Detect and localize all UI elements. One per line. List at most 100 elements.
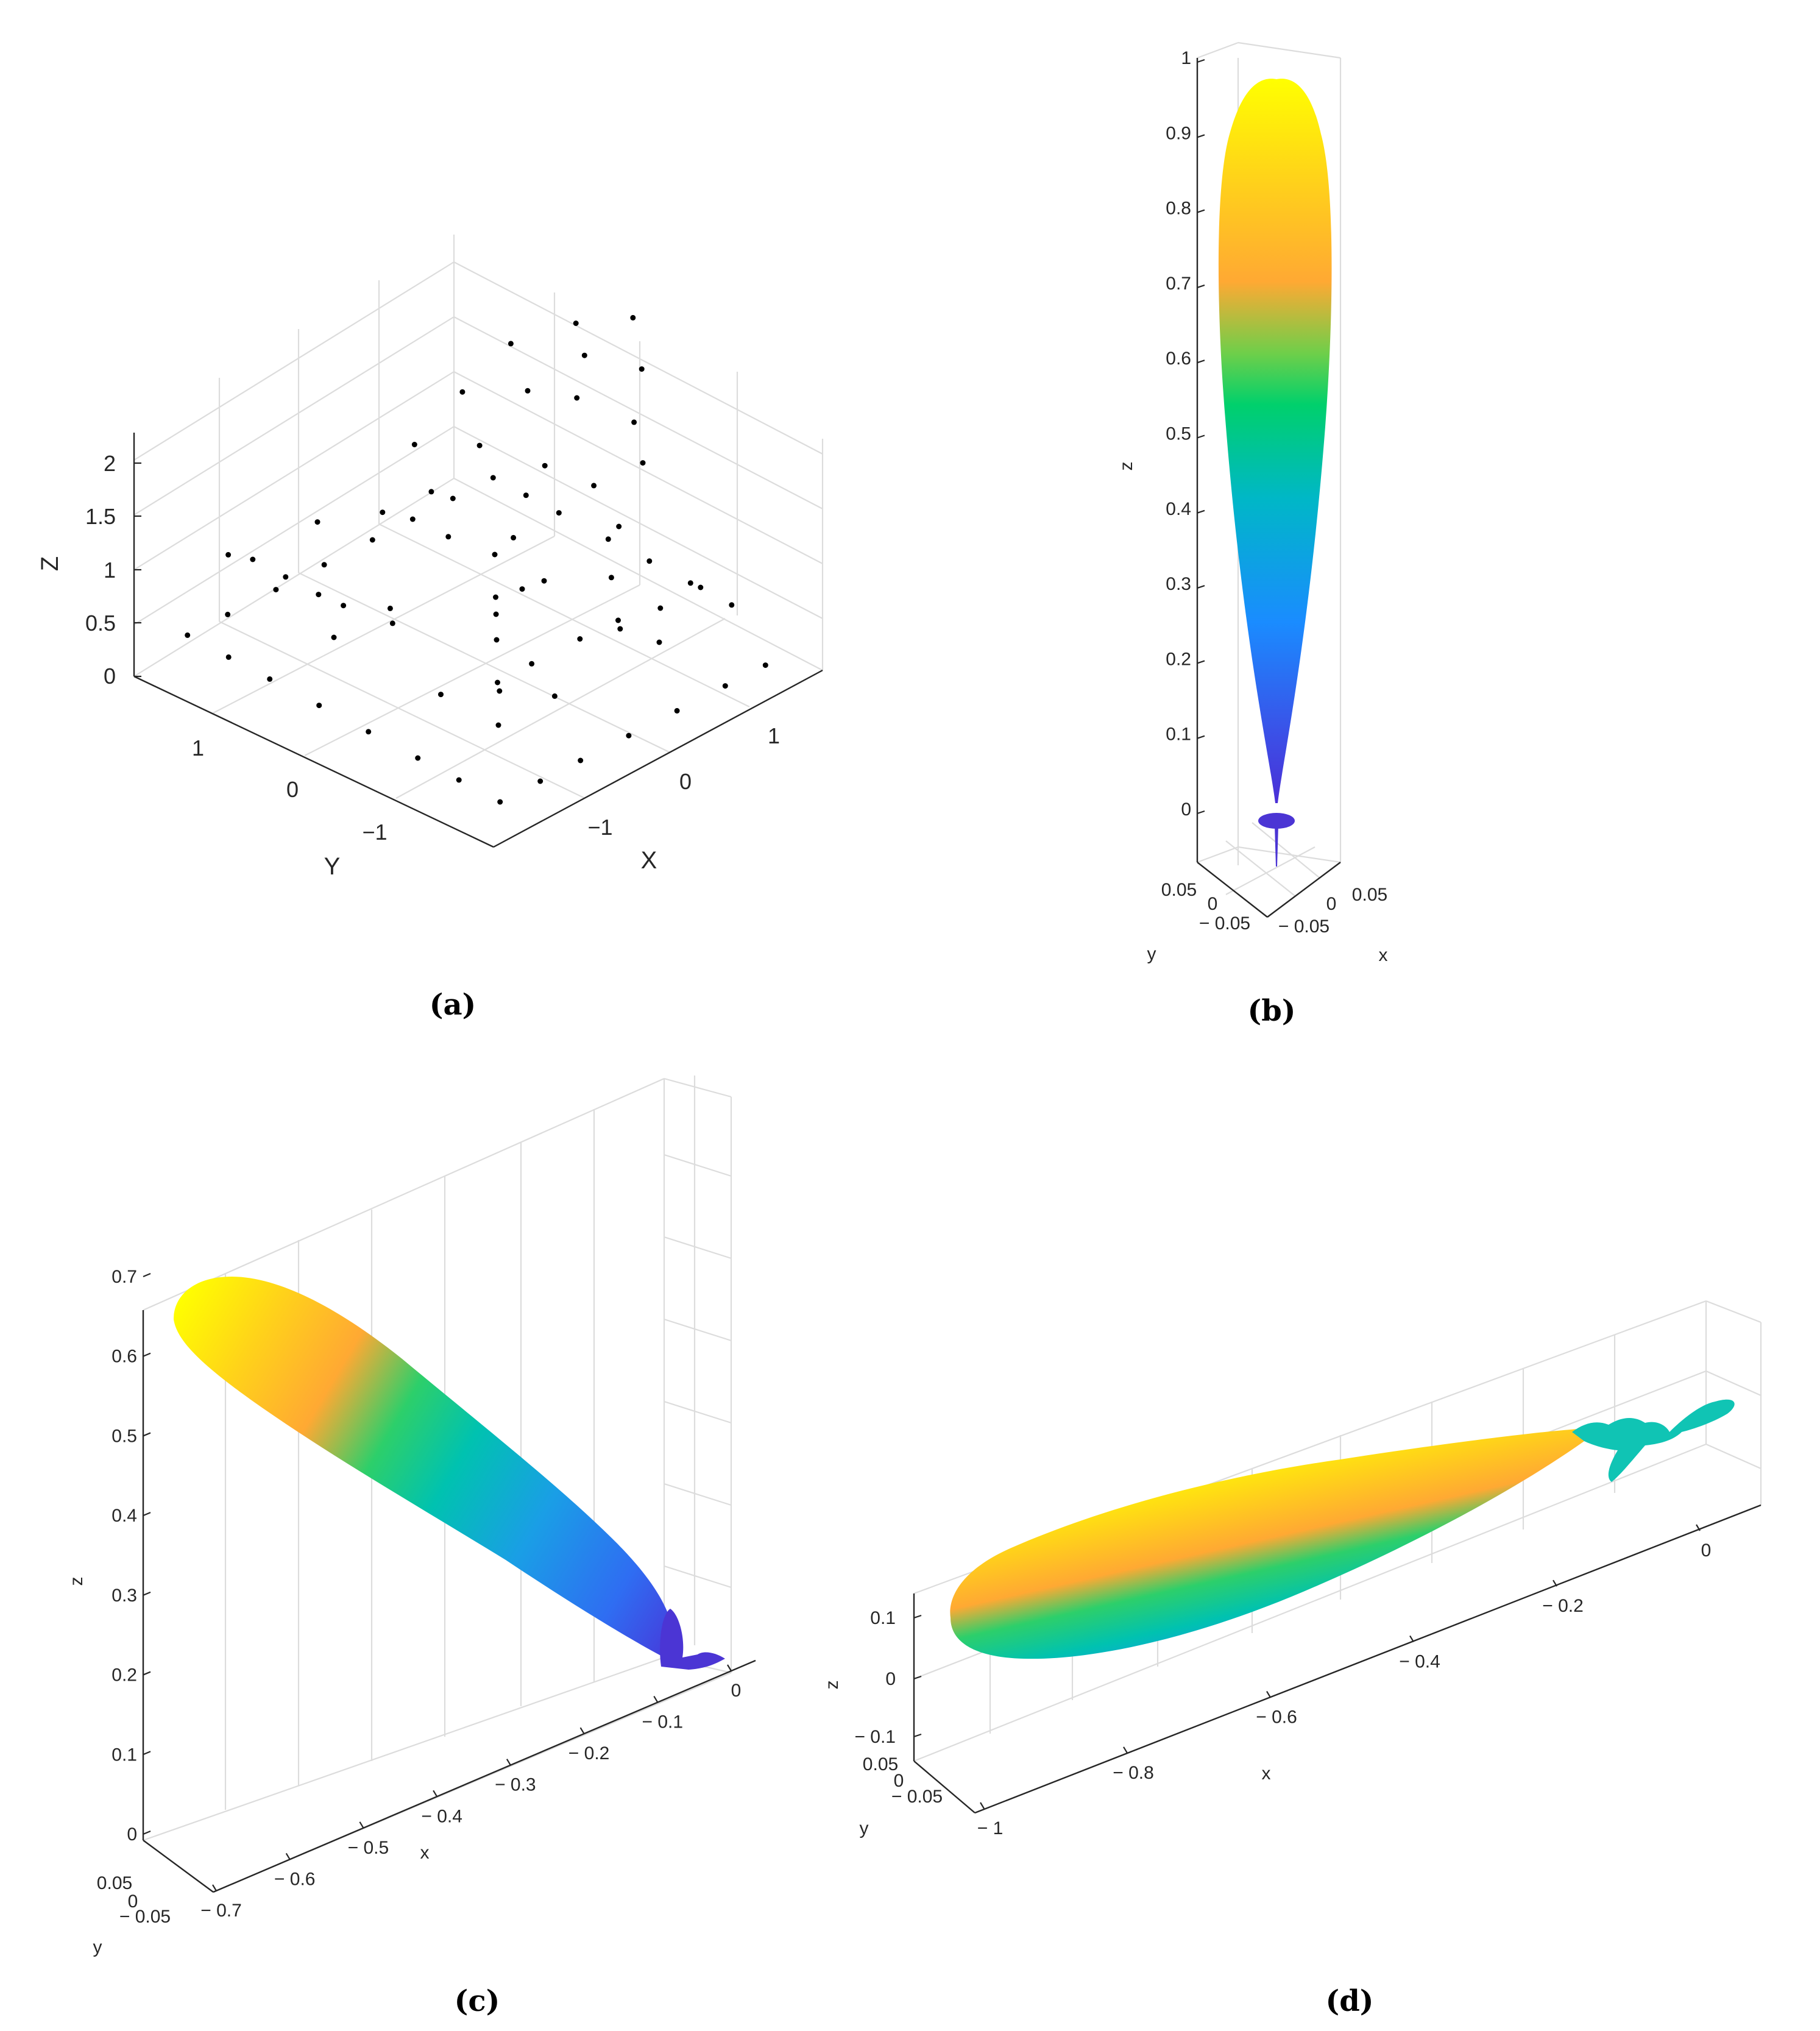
- scatter-point: [495, 679, 500, 686]
- tick-label: − 0.4: [1399, 1651, 1440, 1671]
- tick-label: 0: [731, 1681, 742, 1701]
- scatter-point: [459, 389, 466, 395]
- tick-label: 0.05: [97, 1873, 132, 1893]
- panel-a-y-ticklabels: 1 0 −1: [192, 735, 388, 845]
- scatter-point: [476, 442, 483, 448]
- tick-mark: [143, 1830, 151, 1835]
- scatter-point: [321, 562, 327, 568]
- scatter-point: [626, 732, 632, 739]
- tick-label: 0.8: [1166, 199, 1191, 219]
- tick-label: 0.6: [1166, 349, 1191, 369]
- tick-label: 0: [1701, 1540, 1712, 1561]
- scatter-point: [316, 703, 322, 709]
- x-axis-label: x: [1262, 1763, 1271, 1784]
- y-axis-label: Y: [324, 853, 341, 880]
- tick-label: 0.2: [112, 1665, 137, 1685]
- panel-c-axes: [142, 1310, 756, 1893]
- x-axis-label: x: [420, 1843, 430, 1863]
- tick-mark: [143, 1591, 151, 1596]
- tick-mark: [143, 1352, 151, 1357]
- panel-d-x-ticks: − 1 − 0.8 − 0.6 − 0.4 − 0.2 0: [977, 1524, 1712, 1838]
- y-axis-label: y: [860, 1818, 869, 1838]
- y-axis-label: y: [93, 1937, 102, 1957]
- tick-label: − 0.4: [421, 1806, 462, 1826]
- scatter-point: [605, 536, 611, 542]
- scatter-point: [615, 617, 621, 623]
- tick-mark: [653, 1696, 659, 1703]
- tick-mark: [1197, 284, 1205, 288]
- scatter-point: [273, 587, 279, 593]
- panel-d: − 0.1 0 0.1 − 1 − 0.8 − 0.6 − 0.4 − 0.2 0 z 0.0…: [822, 1300, 1762, 2018]
- tick-label: − 0.1: [854, 1727, 896, 1747]
- scatter-point: [698, 584, 704, 590]
- scatter-point: [631, 419, 637, 425]
- panel-a: 0 0.5 1 1.5 2 1 0 −1 −1 0 1 Z Y X (a): [37, 235, 824, 1022]
- scatter-point: [722, 683, 728, 689]
- tick-mark: [1197, 735, 1205, 739]
- tick-label: 0.1: [112, 1745, 137, 1765]
- tick-label: − 0.2: [568, 1743, 610, 1763]
- tick-mark: [579, 1727, 585, 1734]
- tick-mark: [143, 1751, 151, 1756]
- scatter-point: [519, 586, 525, 592]
- tick-label: 0.4: [1166, 499, 1191, 519]
- tick-label: 0: [1208, 894, 1218, 914]
- scatter-point: [630, 314, 636, 321]
- tick-label: 1: [104, 558, 116, 583]
- panel-b: 0 0.1 0.2 0.3 0.4 0.5 0.6 0.7 0.8 0.9 1 z 0.05 0 −…: [1116, 41, 1388, 1028]
- scatter-point: [541, 578, 547, 584]
- scatter-point: [687, 580, 693, 586]
- panel-a-z-ticklabels: 0 0.5 1 1.5 2: [85, 451, 116, 689]
- panel-d-side-lobe: [1572, 1399, 1735, 1482]
- panel-d-main-lobe: [950, 1429, 1584, 1659]
- tick-mark: [212, 1884, 217, 1891]
- tick-label: − 0.7: [200, 1901, 242, 1921]
- scatter-point: [380, 509, 386, 516]
- scatter-point: [490, 475, 496, 481]
- tick-mark: [143, 1671, 151, 1676]
- scatter-point: [608, 575, 614, 581]
- tick-mark: [727, 1664, 732, 1671]
- tick-mark: [143, 1432, 151, 1437]
- panel-b-back-lobe: [1275, 826, 1278, 867]
- z-axis-label: Z: [37, 556, 63, 571]
- tick-mark: [1409, 1635, 1414, 1642]
- tick-mark: [1123, 1746, 1128, 1754]
- scatter-point: [494, 637, 500, 643]
- scatter-point: [493, 611, 499, 617]
- z-axis-label: z: [822, 1681, 842, 1690]
- tick-label: 0.6: [112, 1347, 137, 1367]
- panel-b-main-lobe: [1218, 79, 1332, 804]
- panel-d-y-ticklabels: 0.05 0 − 0.05: [863, 1754, 943, 1807]
- tick-label: 0: [679, 769, 692, 794]
- scatter-point: [411, 442, 417, 447]
- x-axis-label: x: [1379, 945, 1388, 965]
- tick-mark: [1197, 660, 1205, 664]
- scatter-point: [450, 495, 456, 502]
- tick-label: − 0.8: [1113, 1763, 1154, 1783]
- tick-mark: [506, 1759, 511, 1766]
- scatter-point: [591, 483, 597, 489]
- tick-mark: [433, 1790, 438, 1797]
- scatter-point: [729, 602, 735, 608]
- scatter-point: [316, 592, 322, 598]
- tick-mark: [1266, 1691, 1271, 1698]
- panel-b-z-ticks: 0 0.1 0.2 0.3 0.4 0.5 0.6 0.7 0.8 0.9 1: [1166, 48, 1205, 820]
- scatter-point: [556, 510, 562, 516]
- scatter-point: [225, 611, 231, 617]
- scatter-point: [537, 778, 544, 784]
- scatter-point: [331, 634, 337, 640]
- scatter-point: [283, 574, 289, 580]
- scatter-point: [341, 603, 347, 609]
- scatter-point: [314, 519, 320, 525]
- scatter-point: [529, 661, 535, 667]
- scatter-point: [456, 777, 462, 783]
- tick-label: 0.3: [1166, 574, 1191, 594]
- tick-label: 1: [192, 735, 204, 760]
- tick-label: − 0.2: [1542, 1596, 1584, 1616]
- tick-label: − 0.05: [1278, 916, 1330, 937]
- scatter-point: [445, 534, 451, 540]
- tick-mark: [143, 1272, 151, 1278]
- tick-mark: [913, 1614, 922, 1619]
